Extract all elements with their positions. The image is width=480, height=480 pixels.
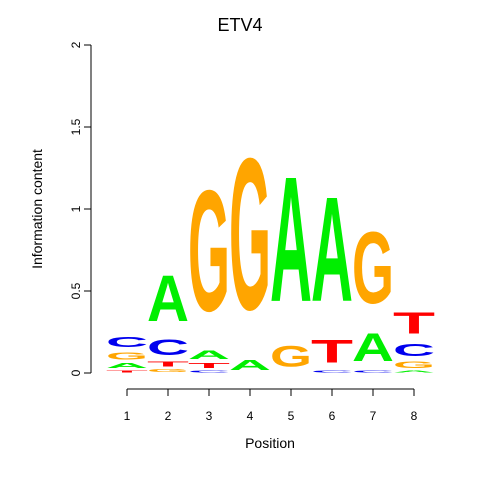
y-tick-label: 0 xyxy=(69,369,83,376)
logo-letter-c-pos6: C xyxy=(311,370,353,373)
x-tick-label: 5 xyxy=(288,409,295,423)
x-tick-label: 2 xyxy=(165,409,172,423)
y-tick-label: 0.5 xyxy=(69,282,83,299)
logo-letter-a-pos3: A xyxy=(188,348,230,361)
logo-letter-t-pos1: T xyxy=(106,370,148,373)
x-tick-label: 4 xyxy=(247,409,254,423)
logo-letter-g-pos4: G xyxy=(229,114,271,356)
logo-letter-g-pos8: G xyxy=(393,360,435,370)
logo-letter-a-pos6: A xyxy=(311,166,353,333)
logo-letter-t-pos6: T xyxy=(311,334,353,370)
logo-letter-c-pos7: C xyxy=(352,370,394,373)
logo-letter-a-pos8: A xyxy=(393,370,435,373)
logo-letter-c-pos8: C xyxy=(393,340,435,360)
y-axis: 0 0.5 1 1.5 2 xyxy=(69,41,92,376)
logo-letter-a-pos7: A xyxy=(352,325,394,370)
logo-letter-g-pos1: G xyxy=(106,350,148,361)
logo-letter-a-pos5: A xyxy=(270,141,312,340)
chart-title: ETV4 xyxy=(217,15,262,35)
y-tick-label: 2 xyxy=(69,41,83,48)
logo-letter-a-pos2: A xyxy=(147,262,189,335)
logo-letter-a-pos1: A xyxy=(106,361,148,369)
x-tick-label: 3 xyxy=(206,409,213,423)
logo-letter-t-pos2: T xyxy=(147,360,189,368)
logo-letter-c-pos2: C xyxy=(147,336,189,360)
logo-letter-g-pos2: G xyxy=(147,368,189,373)
x-tick-label: 7 xyxy=(370,409,377,423)
y-axis-label: Information content xyxy=(29,149,45,269)
y-tick-label: 1 xyxy=(69,205,83,212)
logo-letter-g-pos7: G xyxy=(352,212,394,326)
logo-letter-a-pos4: A xyxy=(229,357,271,373)
logo-letter-c-pos3: C xyxy=(188,370,230,373)
logo-letter-t-pos8: T xyxy=(393,306,435,340)
x-tick-label: 6 xyxy=(329,409,336,423)
logo-letter-g-pos3: G xyxy=(188,155,230,348)
logo-letter-t-pos3: T xyxy=(188,362,230,370)
logo-letter-c-pos1: C xyxy=(106,334,148,350)
logo-letter-g-pos5: G xyxy=(270,341,312,373)
x-tick-label: 8 xyxy=(411,409,418,423)
x-axis-label: Position xyxy=(245,435,295,451)
y-tick-label: 1.5 xyxy=(69,118,83,135)
x-axis: 1 2 3 4 5 6 7 8 xyxy=(124,388,418,423)
x-tick-label: 1 xyxy=(124,409,131,423)
